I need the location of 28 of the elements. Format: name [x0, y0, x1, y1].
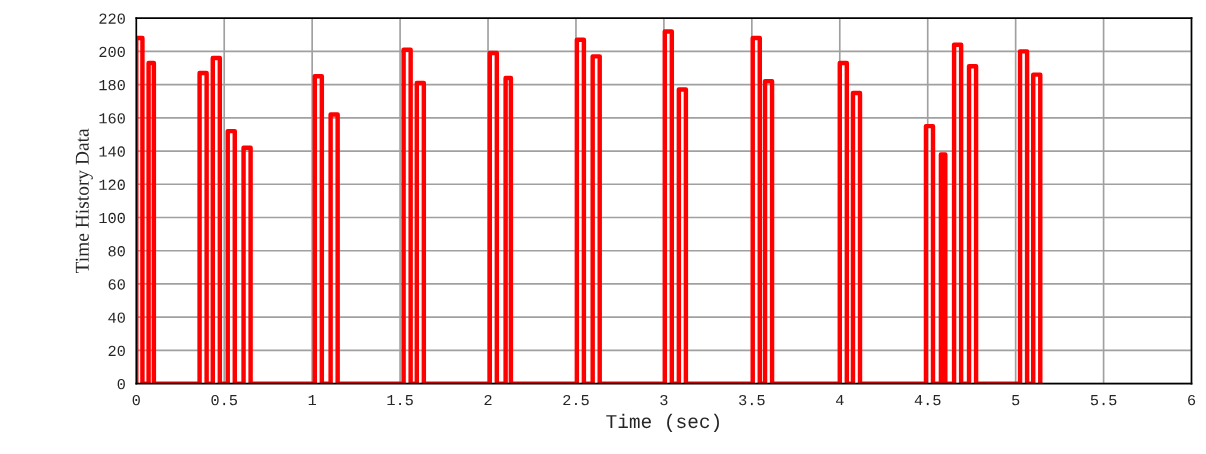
x-tick-label: 5.5 — [1090, 395, 1117, 406]
y-tick-label: 120 — [99, 179, 125, 190]
y-tick-label: 200 — [99, 46, 125, 58]
line-series — [136, 29, 1043, 384]
x-tick-label: 6 — [1188, 394, 1196, 406]
x-tick-label: 2.5 — [563, 394, 589, 406]
y-tick-label: 160 — [99, 113, 125, 124]
y-tick-label: 140 — [99, 146, 125, 157]
y-tick-label: 100 — [99, 212, 125, 224]
x-tick-label: 4 — [835, 395, 844, 406]
x-tick-label: 1.5 — [387, 395, 413, 406]
y-tick-label: 40 — [108, 312, 125, 323]
y-axis-title: Time History Data — [75, 128, 93, 274]
y-tick-label: 180 — [99, 79, 125, 91]
y-tick-label: 60 — [108, 279, 125, 290]
y-tick-label: 220 — [99, 13, 125, 24]
x-tick-label: 4.5 — [914, 395, 941, 406]
y-tick-label: 20 — [108, 345, 125, 357]
x-tick-label: 2 — [484, 394, 492, 406]
y-tick-label: 80 — [108, 246, 125, 257]
x-tick-label: 0 — [132, 394, 140, 406]
x-tick-label: 3.5 — [739, 394, 765, 406]
x-tick-label: 5 — [1012, 395, 1020, 406]
x-axis-title: Time (sec) — [606, 413, 719, 432]
x-tick-label: 3 — [660, 394, 668, 406]
y-tick-label: 0 — [117, 378, 125, 390]
x-tick-label: 0.5 — [211, 394, 237, 406]
x-tick-label: 1 — [308, 395, 316, 406]
